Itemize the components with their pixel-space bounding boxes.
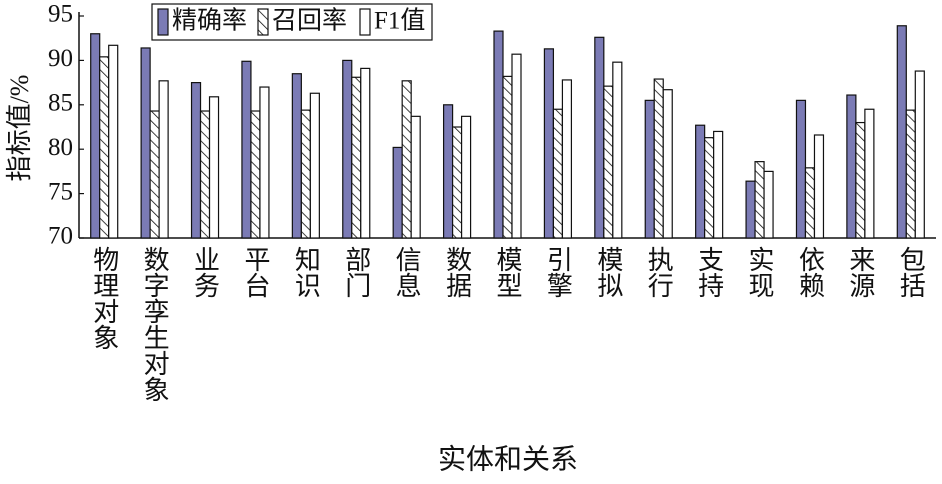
bar (190, 81, 202, 239)
bar (493, 30, 504, 239)
bar (695, 124, 706, 239)
bar (804, 167, 816, 239)
bar (410, 115, 421, 239)
bar (644, 99, 655, 239)
bar (896, 25, 907, 239)
bar (502, 75, 513, 239)
x-tick-label: 数字孪生对象 (140, 246, 169, 402)
x-tick-label: 信息 (392, 246, 421, 298)
bar (763, 170, 774, 239)
bar (864, 108, 875, 239)
bar (99, 56, 110, 239)
bar (745, 180, 756, 239)
y-tick-label: 70 (48, 223, 73, 250)
x-tick-label: 引擎 (543, 246, 572, 298)
x-tick-label: 模型 (493, 246, 522, 298)
x-tick-label: 执行 (644, 246, 673, 298)
bar (612, 61, 623, 239)
bar (241, 60, 252, 239)
legend-swatch (157, 8, 169, 36)
bar (90, 33, 101, 239)
x-tick-label: 依赖 (795, 246, 824, 298)
bar (704, 137, 715, 239)
bar (594, 36, 605, 239)
x-tick-label: 模拟 (594, 246, 623, 298)
x-tick-label: 包括 (896, 246, 925, 298)
bar (199, 110, 211, 239)
bar (208, 96, 220, 239)
bar (451, 126, 463, 239)
legend-label: F1值 (374, 7, 425, 35)
bar (511, 53, 522, 239)
bar (855, 121, 866, 239)
x-tick-label: 数据 (443, 246, 472, 298)
bar (250, 110, 261, 239)
x-tick-label: 知识 (291, 246, 320, 298)
legend-label: 精确率 (172, 7, 247, 35)
legend-label: 召回率 (272, 7, 347, 35)
bar (158, 80, 169, 239)
bar (552, 108, 564, 239)
bar (442, 104, 454, 239)
bar (914, 70, 925, 239)
bar (291, 73, 302, 239)
bar (653, 78, 664, 239)
bar (561, 79, 573, 239)
legend-swatch (359, 8, 371, 36)
bar (713, 130, 724, 239)
bar (813, 134, 825, 239)
y-tick-label: 85 (48, 90, 73, 117)
bar (460, 115, 472, 239)
bar (543, 48, 555, 239)
bar (342, 59, 353, 239)
x-tick-label: 支持 (695, 246, 724, 298)
bar (259, 86, 270, 239)
bar (905, 109, 916, 239)
x-axis-title: 实体和关系 (438, 443, 578, 475)
bar (795, 99, 807, 239)
bar (846, 94, 857, 239)
x-tick-label: 来源 (846, 246, 875, 298)
y-tick-label: 75 (48, 178, 73, 205)
x-tick-label: 实现 (745, 246, 774, 298)
bar (351, 76, 362, 239)
bar (392, 146, 403, 239)
bar (603, 85, 614, 239)
y-tick-label: 95 (48, 1, 73, 28)
y-tick-label: 80 (48, 134, 73, 161)
y-axis-title: 指标值/% (5, 75, 34, 182)
bar (309, 92, 320, 239)
bar (140, 47, 151, 239)
bar (360, 67, 371, 239)
legend-swatch (257, 8, 269, 36)
x-tick-label: 部门 (342, 246, 371, 298)
bar (300, 109, 311, 239)
x-tick-label: 业务 (191, 246, 220, 298)
bar (401, 80, 412, 239)
bar (754, 161, 765, 239)
x-tick-label: 物理对象 (90, 246, 119, 350)
bar (662, 89, 673, 239)
bar (149, 110, 160, 239)
x-tick-label: 平台 (241, 246, 270, 298)
legend-box (151, 3, 433, 41)
y-tick-label: 90 (48, 45, 73, 72)
bar (108, 44, 119, 239)
